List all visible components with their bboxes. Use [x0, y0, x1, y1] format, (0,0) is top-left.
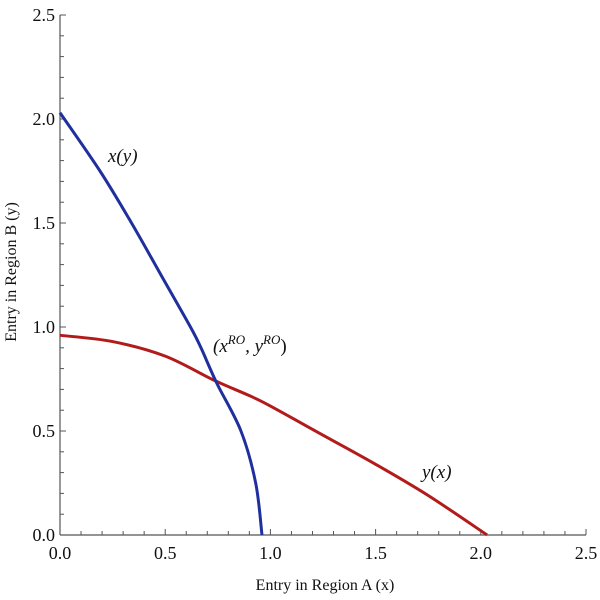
- x-axis-label: Entry in Region A (x): [256, 577, 395, 594]
- x-tick-label: 0.5: [154, 543, 177, 563]
- y-axis-label: Entry in Region B (y): [3, 202, 20, 342]
- x-tick-label: 0.0: [49, 543, 72, 563]
- curves: [58, 111, 488, 537]
- x-tick-label: 1.0: [259, 543, 282, 563]
- x-tick-label: 1.5: [364, 543, 387, 563]
- y-tick-label: 2.0: [33, 109, 56, 129]
- y-tick-label: 1.0: [33, 317, 56, 337]
- y-tick-label: 1.5: [33, 213, 56, 233]
- axes: 0.0 0.5 1.0 1.5 2.0 2.5 0.0 0.5 1.0 1.5 2.0 2.5: [33, 5, 598, 563]
- y-tick-label: 2.5: [33, 5, 56, 25]
- y-tick-label: 0.0: [33, 525, 56, 545]
- equilibrium-label: (xRO, yRO): [213, 332, 287, 357]
- curve-y-of-x: [59, 333, 488, 537]
- x-tick-label: 2.5: [575, 543, 598, 563]
- curve-label-y-of-x: y(x): [420, 462, 452, 483]
- curve-x-of-y: [58, 111, 264, 536]
- y-tick-label: 0.5: [33, 421, 56, 441]
- curve-label-x-of-y: x(y): [107, 146, 138, 167]
- x-tick-label: 2.0: [470, 543, 493, 563]
